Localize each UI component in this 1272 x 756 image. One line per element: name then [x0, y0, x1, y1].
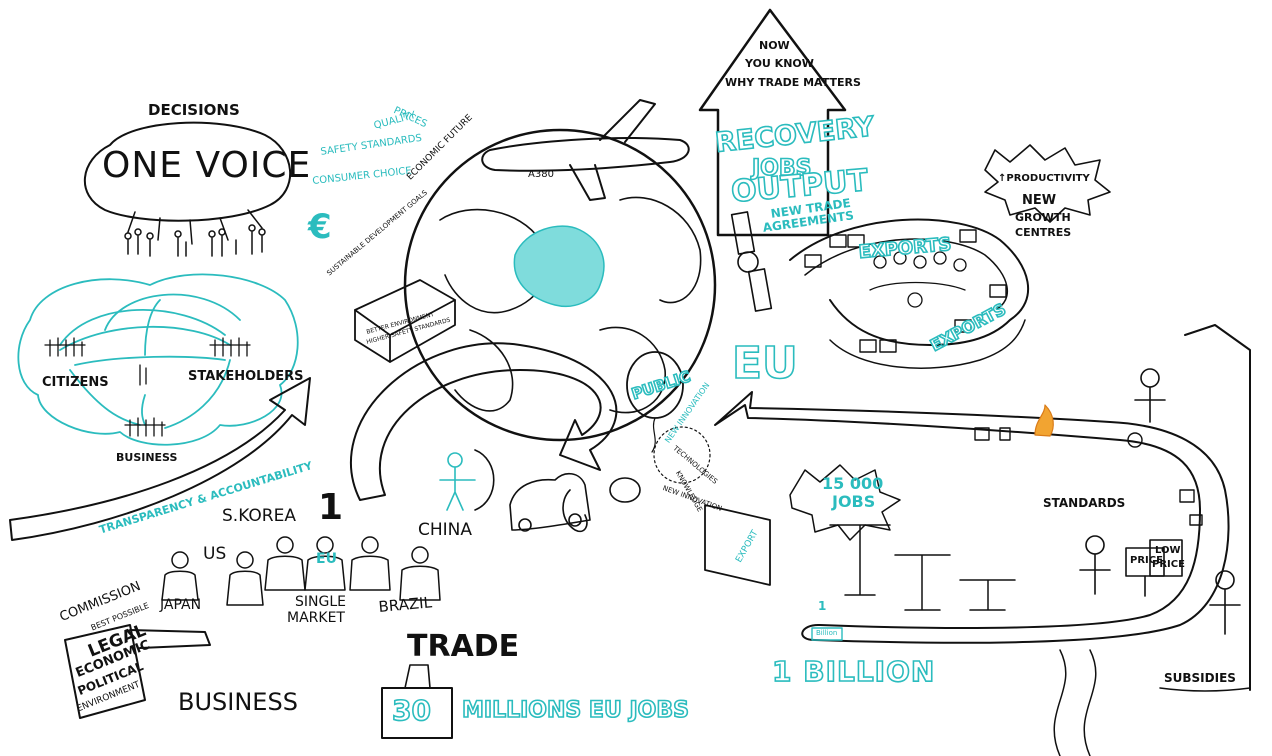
network-cloud [17, 273, 299, 446]
globe-swirl-arrow [349, 342, 618, 501]
one-voice-title: ONE VOICE [102, 145, 312, 186]
low-label: LOW [1155, 545, 1181, 556]
airplane-icon [481, 137, 690, 172]
jobs-15000-label: JOBS [832, 492, 876, 511]
jobs-burst [789, 464, 901, 541]
billion-tag [811, 627, 843, 641]
meeting-crowd-icon [869, 251, 967, 308]
citizens-label: CITIZENS [42, 375, 109, 390]
business-network-label: BUSINESS [116, 451, 178, 464]
flame-icon [1034, 404, 1054, 437]
thirty-label: 30 [391, 694, 432, 727]
crowd-icon [124, 224, 266, 257]
right-wall [1184, 324, 1251, 691]
now-you-know-arrow [698, 8, 847, 237]
export-box [704, 504, 771, 586]
strongmen-icon [161, 536, 441, 606]
jobs-15000-number: 15 000 [822, 474, 884, 493]
productivity-burst [984, 144, 1111, 223]
productivity-label: ↑PRODUCTIVITY [998, 173, 1090, 184]
conveyor-items-icon [974, 427, 1203, 526]
brazil-label: BRAZIL [377, 593, 433, 616]
one-voice-bubble [83, 121, 292, 222]
s-korea-label: S.KOREA [222, 506, 296, 526]
eu-map [513, 225, 605, 307]
eu-trade-arrow [714, 391, 1230, 644]
subsidies-label: SUBSIDIES [1164, 671, 1236, 685]
billion-tag-label: Billion [816, 629, 838, 637]
innovation-circle [653, 426, 711, 484]
us-label: US [203, 544, 227, 564]
figures-right-icon [1079, 368, 1241, 635]
number-one-label: 1 [318, 487, 344, 528]
single-label: SINGLE [295, 594, 346, 610]
watering-can-icon [64, 624, 146, 719]
growth-platforms [829, 524, 1016, 611]
eu-label: EU [731, 338, 798, 389]
decisions-label: DECISIONS [148, 101, 240, 119]
innovation-objects-icon [509, 472, 641, 533]
price-label: PRICE [1130, 555, 1163, 566]
one-label: 1 [818, 599, 827, 613]
citizens-crowd-icon [44, 337, 251, 437]
export-boxes-icon [804, 229, 1007, 353]
why-trade-matters-label: WHY TRADE MATTERS [725, 76, 861, 89]
business-label: BUSINESS [178, 688, 298, 716]
trade-label: TRADE [407, 629, 520, 664]
a380-label: A380 [528, 169, 554, 180]
globe [403, 128, 717, 442]
jobs-label: JOBS [751, 156, 812, 181]
one-billion-label: 1 BILLION [771, 655, 936, 688]
stakeholders-label: STAKEHOLDERS [188, 369, 304, 384]
millions-eu-jobs-label: MILLIONS EU JOBS [461, 698, 690, 723]
trade-box [381, 687, 453, 739]
euro-icon: € [308, 207, 332, 247]
standards-label: STANDARDS [1043, 496, 1126, 510]
transparency-arrow [9, 377, 311, 541]
centres-label: CENTRES [1015, 226, 1072, 239]
export-road [789, 218, 1029, 346]
now-label: NOW [759, 39, 790, 52]
growth-label: GROWTH [1015, 211, 1071, 224]
archer-icon [439, 452, 476, 511]
china-label: CHINA [418, 520, 473, 540]
eu-strongman-label: EU [316, 551, 337, 567]
japan-label: JAPAN [160, 597, 202, 613]
low-price-label: PRICE [1152, 559, 1185, 570]
new-label: NEW [1022, 193, 1057, 208]
market-label: MARKET [287, 610, 345, 626]
you-know-label: YOU KNOW [745, 57, 814, 70]
price-signs-icon [1125, 539, 1183, 597]
